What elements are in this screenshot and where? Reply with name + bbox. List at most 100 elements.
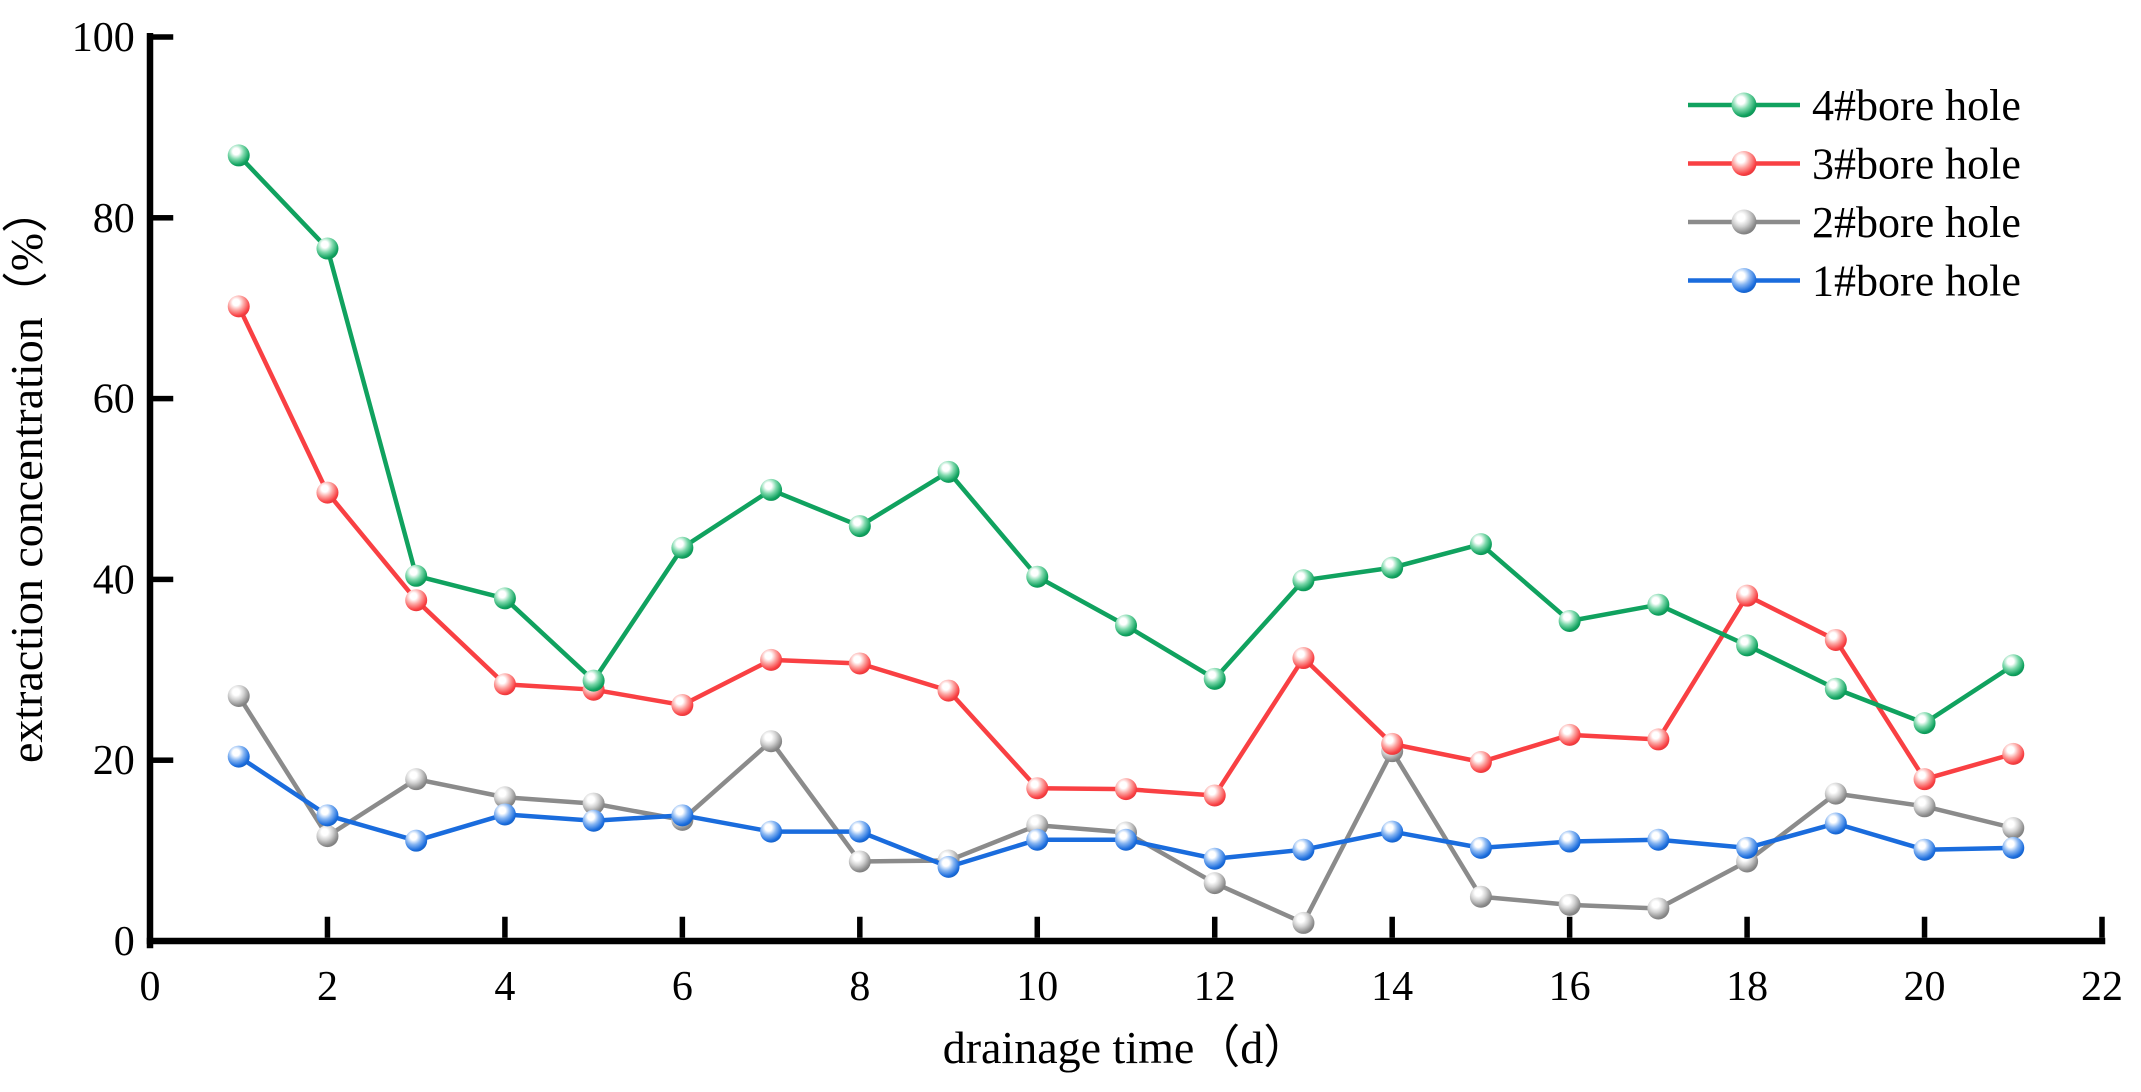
x-tick-8 — [857, 916, 863, 938]
data-point-3-bore-hole-d8 — [848, 652, 871, 675]
legend-marker-icon-4-bore-hole — [1731, 92, 1757, 118]
data-point-1-bore-hole-d4 — [493, 803, 516, 826]
legend-label-4-bore-hole: 4#bore hole — [1812, 81, 2021, 130]
data-point-4-bore-hole-d8 — [848, 515, 871, 538]
data-point-2-bore-hole-d12 — [1203, 872, 1226, 895]
data-point-4-bore-hole-d14 — [1381, 556, 1404, 579]
x-tick-label-18: 18 — [1726, 964, 1768, 1010]
data-point-4-bore-hole-d11 — [1115, 614, 1137, 637]
x-tick-12 — [1211, 916, 1218, 938]
x-tick-label-20: 20 — [1904, 964, 1946, 1010]
data-point-2-bore-hole-d15 — [1469, 885, 1492, 908]
data-point-3-bore-hole-d4 — [493, 673, 516, 696]
data-point-1-bore-hole-d6 — [671, 804, 694, 827]
data-point-2-bore-hole-d4 — [493, 786, 516, 809]
data-point-3-bore-hole-d2 — [316, 481, 339, 504]
y-tick-60 — [152, 395, 174, 402]
x-tick-label-22: 22 — [2081, 964, 2123, 1010]
data-point-3-bore-hole-d16 — [1558, 723, 1581, 746]
data-point-3-bore-hole-d7 — [760, 648, 783, 671]
data-point-1-bore-hole-d20 — [1913, 838, 1936, 861]
legend-item-4-bore-hole: 4#bore hole — [1688, 81, 2021, 130]
data-point-3-bore-hole-d13 — [1292, 647, 1315, 670]
data-point-1-bore-hole-d1 — [227, 745, 250, 768]
data-point-1-bore-hole-d8 — [848, 820, 871, 843]
y-tick-label-60: 60 — [93, 377, 135, 423]
data-point-1-bore-hole-d21 — [2002, 836, 2025, 859]
data-point-1-bore-hole-d5 — [582, 809, 605, 832]
data-point-4-bore-hole-d6 — [671, 536, 694, 559]
legend-label-1-bore-hole: 1#bore hole — [1812, 257, 2021, 306]
x-tick-label-16: 16 — [1549, 964, 1591, 1010]
data-point-1-bore-hole-d13 — [1292, 838, 1315, 861]
data-point-3-bore-hole-d19 — [1824, 628, 1847, 651]
y-axis-spine — [146, 33, 154, 949]
data-point-3-bore-hole-d1 — [227, 295, 250, 318]
data-point-3-bore-hole-d18 — [1736, 584, 1759, 607]
y-tick-label-20: 20 — [93, 738, 135, 784]
data-point-4-bore-hole-d19 — [1824, 677, 1847, 700]
data-point-1-bore-hole-d2 — [316, 804, 339, 827]
data-point-3-bore-hole-d9 — [937, 679, 960, 702]
data-point-3-bore-hole-d11 — [1115, 778, 1137, 801]
data-point-4-bore-hole-d17 — [1647, 593, 1670, 616]
data-point-2-bore-hole-d16 — [1558, 893, 1581, 916]
y-tick-20 — [152, 757, 174, 763]
data-point-4-bore-hole-d18 — [1736, 634, 1759, 657]
legend-marker-icon-2-bore-hole — [1731, 209, 1757, 235]
legend-label-3-bore-hole: 3#bore hole — [1812, 140, 2021, 189]
data-point-3-bore-hole-d3 — [405, 589, 428, 612]
x-axis-title: drainage time（d） — [943, 1022, 1310, 1073]
x-tick-4 — [502, 916, 508, 938]
data-point-4-bore-hole-d1 — [227, 144, 250, 167]
x-tick-14 — [1389, 916, 1395, 938]
x-tick-label-6: 6 — [672, 964, 693, 1010]
data-point-4-bore-hole-d4 — [493, 587, 516, 610]
data-point-2-bore-hole-d1 — [227, 685, 250, 708]
data-point-1-bore-hole-d9 — [937, 855, 960, 878]
legend-item-3-bore-hole: 3#bore hole — [1688, 140, 2021, 189]
data-point-1-bore-hole-d12 — [1203, 847, 1226, 870]
y-tick-label-40: 40 — [93, 557, 135, 603]
data-point-1-bore-hole-d7 — [760, 820, 783, 843]
data-point-4-bore-hole-d12 — [1203, 667, 1226, 690]
data-point-3-bore-hole-d14 — [1381, 732, 1404, 755]
x-tick-label-12: 12 — [1194, 964, 1236, 1010]
data-point-2-bore-hole-d21 — [2002, 817, 2025, 839]
data-point-4-bore-hole-d13 — [1292, 569, 1315, 592]
x-tick-label-14: 14 — [1371, 964, 1413, 1010]
data-point-3-bore-hole-d20 — [1913, 768, 1936, 791]
data-point-1-bore-hole-d17 — [1647, 828, 1670, 851]
legend-item-1-bore-hole: 1#bore hole — [1688, 257, 2021, 306]
data-point-4-bore-hole-d9 — [937, 460, 960, 483]
data-point-4-bore-hole-d20 — [1913, 712, 1936, 735]
data-point-1-bore-hole-d16 — [1558, 830, 1581, 853]
legend-marker-icon-3-bore-hole — [1731, 151, 1757, 176]
data-point-2-bore-hole-d17 — [1647, 897, 1670, 920]
data-point-1-bore-hole-d3 — [405, 829, 428, 852]
x-tick-label-8: 8 — [849, 964, 870, 1010]
y-tick-label-100: 100 — [72, 15, 135, 61]
x-tick-6 — [679, 916, 686, 938]
data-point-1-bore-hole-d18 — [1736, 836, 1759, 859]
data-point-3-bore-hole-d12 — [1203, 784, 1226, 807]
x-tick-18 — [1744, 916, 1750, 938]
data-point-2-bore-hole-d5 — [582, 792, 605, 815]
data-point-2-bore-hole-d19 — [1824, 782, 1847, 805]
data-point-4-bore-hole-d10 — [1026, 565, 1049, 588]
data-point-2-bore-hole-d2 — [316, 825, 339, 848]
x-axis-spine — [146, 937, 2106, 945]
legend-marker-icon-1-bore-hole — [1731, 268, 1757, 293]
y-tick-0 — [152, 938, 174, 944]
legend-label-2-bore-hole: 2#bore hole — [1812, 198, 2021, 247]
x-tick-label-2: 2 — [317, 964, 338, 1010]
data-point-3-bore-hole-d6 — [671, 694, 694, 717]
data-point-2-bore-hole-d20 — [1913, 795, 1936, 818]
x-tick-label-10: 10 — [1016, 964, 1058, 1010]
data-point-3-bore-hole-d17 — [1647, 728, 1670, 751]
data-point-4-bore-hole-d16 — [1558, 609, 1581, 632]
legend-item-2-bore-hole: 2#bore hole — [1688, 198, 2021, 247]
x-tick-label-4: 4 — [494, 964, 515, 1010]
